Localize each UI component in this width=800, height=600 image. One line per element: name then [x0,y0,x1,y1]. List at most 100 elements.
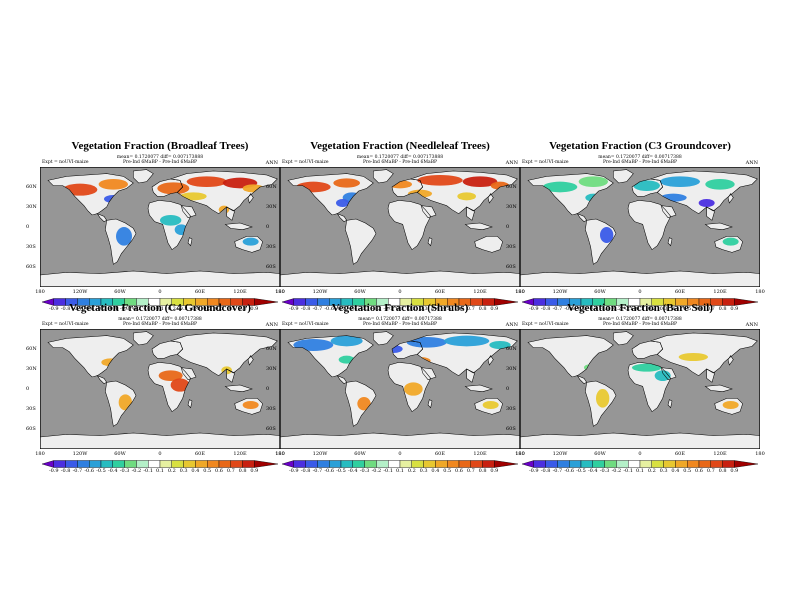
longitude-label: 60W [354,451,366,457]
colorbar-tick-label: -0.8 [300,306,311,312]
colorbar-tick-label: -0.9 [288,306,299,312]
coastline-greenland [613,331,634,346]
longitude-label: 60E [434,451,446,457]
coastline-australia [234,398,263,415]
coastline-madagascar [187,399,193,409]
panel-title: Vegetation Fraction (Needleleaf Trees) [310,140,490,152]
panel-title: Vegetation Fraction (Broadleaf Trees) [71,140,249,152]
coastline-southAmerica [585,218,617,265]
coastline-antarctica [40,432,280,449]
colorbar-tick-label: -0.6 [564,306,575,312]
latitude-label: 60S [266,264,276,270]
colorbar-tick-label: 0.2 [167,468,176,474]
panel-title: Vegetation Fraction (Bare Soil) [567,302,713,314]
colorbar-tick-label: 0.3 [659,468,668,474]
panel-stats-line: mean= 0.1720077 diff= 0.007173888 [356,155,444,160]
colorbar-swatch [340,460,354,468]
coastline-asia [410,170,518,214]
colorbar-tick-label: 0.8 [478,468,487,474]
panel-run-label: Pre-Ind 6MaBP - Pre-Ind 6MaBP [122,160,198,165]
continent-centralAmerica [97,375,107,384]
colorbar-tick-label: 0.6 [455,468,463,474]
colorbar-tick-label: 0.9 [730,306,739,312]
continent-antarctica [280,433,520,449]
colorbar-tick-label: 0.8 [718,306,727,312]
panel-stats: mean= 0.1720077 diff= 0.007173888 Pre-In… [320,155,480,165]
colorbar-end-right [734,298,758,306]
panel-run-label: Pre-Ind 6MaBP - Pre-Ind 6MaBP [362,160,438,165]
colorbar-tick-label: -0.2 [131,468,142,474]
colorbar-tick-label: -0.9 [48,306,59,312]
colorbar-tick-label: 0.7 [706,468,715,474]
world-map [520,329,760,449]
colorbar [42,298,278,308]
longitude-label: 60E [194,451,206,457]
latitude-label: 0 [26,224,30,230]
continent-arabia [181,205,196,218]
continent-greenland [373,331,394,345]
latitude-label: 30S [26,406,36,412]
colorbar-swatch [722,460,735,468]
colorbar-swatch [569,460,582,468]
longitude-label: 180 [275,451,285,457]
colorbar-tick-label: -0.8 [540,468,551,474]
colorbar-tick-label: 0.7 [466,468,475,474]
coastline-madagascar [427,237,433,247]
colorbar-tick-label: 0.1 [636,468,644,474]
colorbar-end-right [494,460,518,468]
longitude-label: 120W [552,451,568,457]
coastline-asia [410,332,518,376]
continent-antarctica [520,271,760,287]
map-panel-6: Vegetation Fraction (Bare Soil) mean= 0.… [506,302,765,474]
coastline-africa [627,362,671,413]
colorbar-swatch [77,460,90,468]
colorbar-tick-label: -0.5 [576,306,586,312]
panel-stats: mean= 0.1720077 diff= 0.00717388 Pre-Ind… [560,317,720,327]
colorbar-tick-label: 0.3 [419,306,428,312]
coastline-northAmerica [527,335,614,378]
colorbar-swatch [663,460,676,468]
longitude-label: 60W [114,451,126,457]
latitude-label: 30N [266,366,277,372]
longitude-label: 0 [638,451,642,457]
coastline-australia [714,398,743,415]
coastline-arabia [660,367,677,380]
data-patch [116,227,132,246]
colorbar-tick-label: 0.5 [443,468,452,474]
coastline-madagascar [667,399,673,409]
world-map [40,167,280,287]
data-patch [242,237,259,246]
colorbar-tick-label: 0.2 [647,306,656,312]
colorbar-swatch [112,460,125,468]
coastline-asia [650,332,758,376]
coastline-arabia [180,205,197,218]
panel-run-label: Pre-Ind 6MaBP - Pre-Ind 6MaBP [122,322,198,327]
longitude-label: 60E [434,289,446,295]
longitude-label: 180 [35,289,45,295]
continent-antarctica [40,271,280,287]
latitude-label: 60N [506,184,517,190]
colorbar-swatch [627,460,641,468]
coastline-indonesia [704,384,733,392]
coastline-arabia [660,205,677,218]
data-patch [330,335,363,347]
longitude-label: 60E [674,451,686,457]
colorbar-swatch [604,460,617,468]
continent-indonesia [465,223,492,230]
longitude-label: 60E [674,289,686,295]
latitude-label: 0 [266,224,270,230]
panel-expt: Expt = noUVI-maize [42,322,89,327]
coastline-africa [387,362,431,413]
panel-run-label: Pre-Ind 6MaBP - Pre-Ind 6MaBP [602,160,678,165]
colorbar-tick-label: 0.6 [455,306,463,312]
continent-arabia [181,367,196,380]
colorbar-tick-label: -0.7 [72,468,83,474]
coastline-madagascar [187,237,193,247]
colorbar-swatch [364,460,377,468]
coastline-indochina [466,368,475,383]
colorbar-tick-label: 0.3 [179,306,188,312]
colorbar-tick-label: 0.9 [250,306,259,312]
coastline-indonesia [464,384,493,392]
colorbar-tick-label: -0.3 [599,468,610,474]
panel-season: ANN [265,322,278,328]
